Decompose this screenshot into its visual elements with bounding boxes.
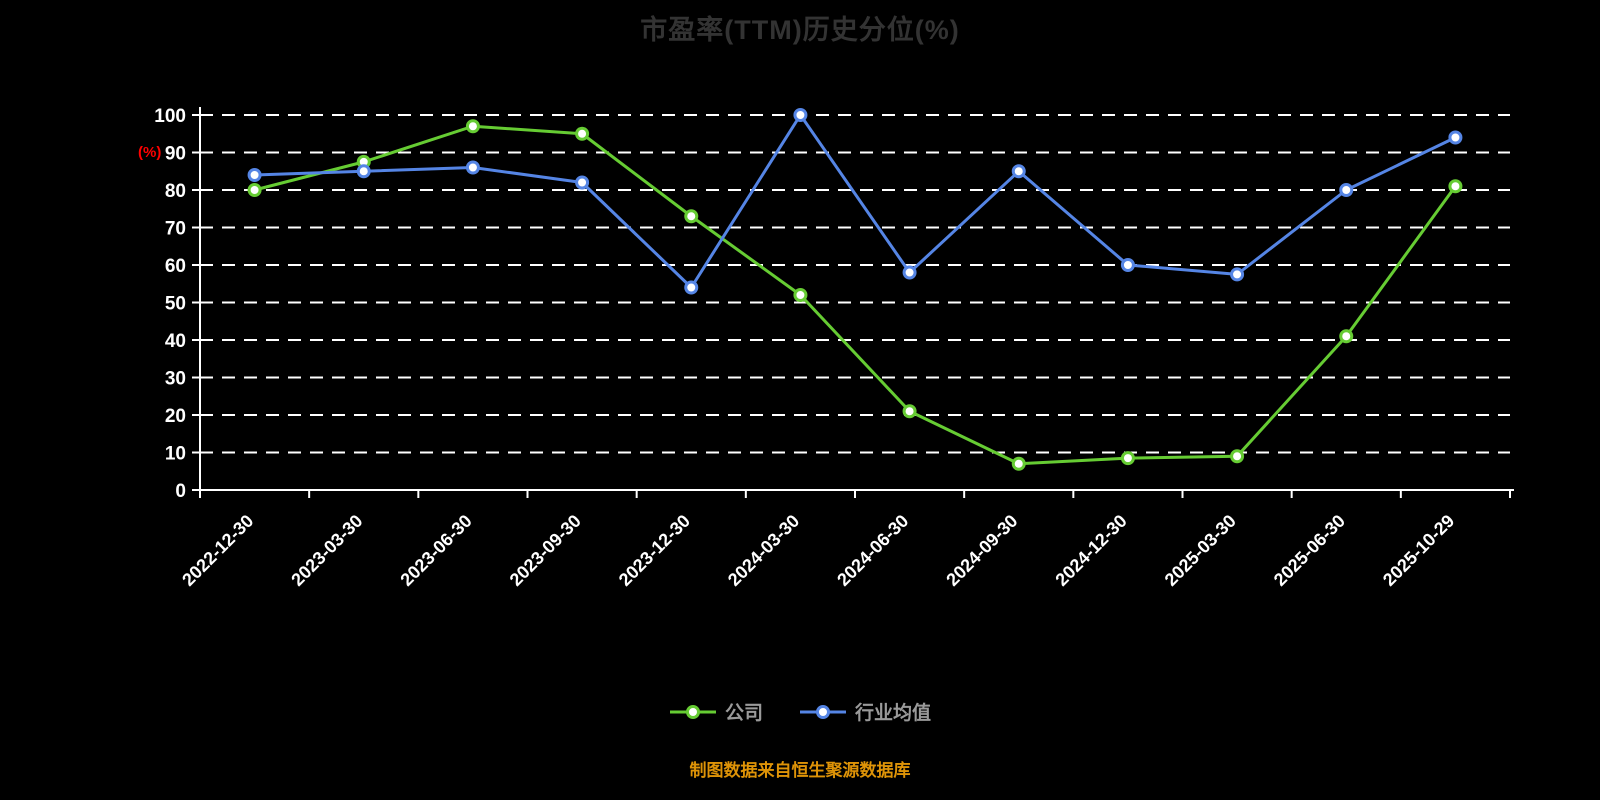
svg-text:30: 30 <box>165 369 186 390</box>
y-axis-unit-label: (%) <box>138 144 162 161</box>
svg-text:2022-12-30: 2022-12-30 <box>178 511 257 590</box>
legend-marker-company <box>669 704 716 719</box>
data-point-industry-average[interactable] <box>684 280 699 295</box>
svg-text:100: 100 <box>154 106 186 127</box>
data-point-company[interactable] <box>1339 329 1354 344</box>
svg-text:80: 80 <box>165 181 186 202</box>
svg-text:2024-03-30: 2024-03-30 <box>724 511 803 590</box>
svg-text:90: 90 <box>165 144 186 165</box>
pe-ttm-percentile-chart: 0 10 20 30 40 50 60 70 80 90 100 2022-12-30 2023-03-… <box>154 106 1514 590</box>
svg-text:2023-06-30: 2023-06-30 <box>396 511 475 590</box>
axes <box>198 107 1514 491</box>
svg-text:20: 20 <box>165 406 186 427</box>
data-point-industry-average[interactable] <box>1448 130 1463 145</box>
data-point-industry-average[interactable] <box>1339 183 1354 197</box>
svg-text:2025-06-30: 2025-06-30 <box>1270 511 1349 590</box>
svg-text:0: 0 <box>175 481 186 502</box>
svg-text:40: 40 <box>165 331 186 352</box>
data-point-industry-average[interactable] <box>1120 258 1135 272</box>
legend-label-industry-average: 行业均值 <box>855 703 932 724</box>
data-point-company[interactable] <box>1011 456 1026 471</box>
data-point-industry-average[interactable] <box>793 108 808 122</box>
svg-text:60: 60 <box>165 256 186 277</box>
svg-text:2025-03-30: 2025-03-30 <box>1161 511 1240 590</box>
svg-text:2024-06-30: 2024-06-30 <box>833 511 912 590</box>
data-point-industry-average[interactable] <box>356 164 371 179</box>
data-point-industry-average[interactable] <box>465 160 480 175</box>
svg-text:10: 10 <box>165 444 186 465</box>
data-point-company[interactable] <box>247 183 262 197</box>
data-point-company[interactable] <box>465 119 480 134</box>
data-point-company[interactable] <box>684 209 699 224</box>
series-industry-average <box>247 108 1463 295</box>
x-axis-ticks <box>199 490 1511 498</box>
data-point-company[interactable] <box>575 126 590 141</box>
svg-text:2023-03-30: 2023-03-30 <box>287 511 366 590</box>
svg-text:70: 70 <box>165 219 186 240</box>
svg-text:50: 50 <box>165 294 186 315</box>
legend-marker-industry-average <box>800 704 846 719</box>
data-point-industry-average[interactable] <box>1230 267 1245 282</box>
y-axis-labels: 0 10 20 30 40 50 60 70 80 90 100 <box>154 106 200 502</box>
data-point-company[interactable] <box>793 288 808 302</box>
data-point-industry-average[interactable] <box>575 175 590 190</box>
svg-text:2023-12-30: 2023-12-30 <box>615 511 694 590</box>
chart-legend: 公司 行业均值 <box>0 698 1600 725</box>
legend-item-industry-average[interactable]: 行业均值 <box>799 698 931 725</box>
legend-item-company[interactable]: 公司 <box>669 698 763 725</box>
svg-text:2024-12-30: 2024-12-30 <box>1051 511 1130 590</box>
series-company <box>247 119 1463 471</box>
data-point-industry-average[interactable] <box>902 265 917 280</box>
data-point-industry-average[interactable] <box>1011 164 1026 179</box>
data-point-company[interactable] <box>1448 179 1463 194</box>
gridlines <box>200 114 1510 454</box>
data-point-company[interactable] <box>902 404 917 419</box>
x-axis-labels: 2022-12-30 2023-03-30 2023-06-30 2023-09-30… <box>178 511 1458 590</box>
data-point-industry-average[interactable] <box>247 168 262 182</box>
data-point-company[interactable] <box>1120 451 1135 466</box>
svg-text:2024-09-30: 2024-09-30 <box>942 511 1021 590</box>
svg-text:2025-10-29: 2025-10-29 <box>1379 511 1458 590</box>
data-source-note: 制图数据来自恒生聚源数据库 <box>689 761 911 780</box>
legend-label-company: 公司 <box>724 703 763 724</box>
svg-text:2023-09-30: 2023-09-30 <box>506 511 585 590</box>
chart-title: 市盈率(TTM)历史分位(%) <box>640 15 960 45</box>
data-point-company[interactable] <box>1230 449 1245 464</box>
